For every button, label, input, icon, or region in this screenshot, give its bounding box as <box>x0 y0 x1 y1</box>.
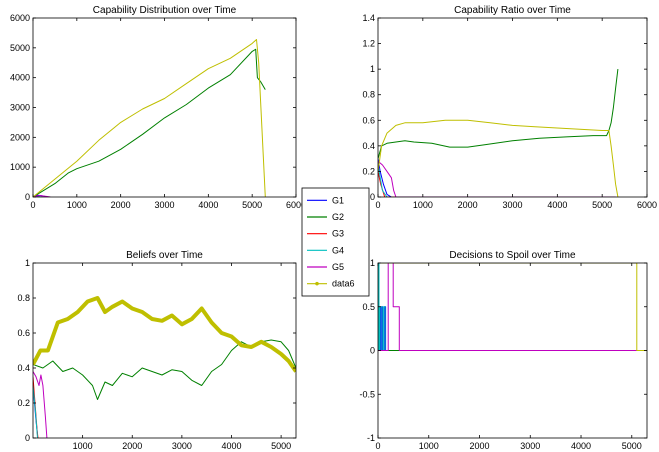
legend-label: G5 <box>332 262 344 272</box>
series-group <box>378 263 647 351</box>
series-group <box>378 69 619 197</box>
y-tick-label: 0 <box>370 346 375 356</box>
chart-title: Capability Distribution over Time <box>93 5 237 16</box>
legend-entry-g2: G2 <box>307 212 344 222</box>
series-line-g5 <box>378 263 647 351</box>
x-tick-label: 4000 <box>221 441 241 451</box>
legend-label: G4 <box>332 245 344 255</box>
series-line-g5 <box>378 160 616 197</box>
series-line-data6 <box>33 296 296 373</box>
chart-title: Beliefs over Time <box>126 250 203 261</box>
chart-beliefs: Beliefs over Time 1000 2000 3000 4000 5000 0 0.… <box>17 250 297 451</box>
y-tick-label: 0.2 <box>362 166 375 176</box>
legend-box <box>301 187 370 297</box>
series-line-g4 <box>378 164 388 197</box>
series-line-g1 <box>378 158 392 197</box>
legend-marker <box>315 281 319 286</box>
y-tick-label: 0.5 <box>362 302 375 312</box>
x-tick-label: 4000 <box>571 441 591 451</box>
y-tick-label: 1000 <box>10 162 30 172</box>
legend-entry-g1: G1 <box>307 195 344 205</box>
y-tick-label: 1 <box>370 258 375 268</box>
x-tick-label: 5000 <box>271 441 291 451</box>
series-line-data6 <box>378 119 619 197</box>
series-line-data6 <box>378 263 647 351</box>
legend-label: data6 <box>332 279 355 289</box>
series-line-g4 <box>33 385 38 438</box>
x-tick-label: 2000 <box>469 441 489 451</box>
x-tick-label: 6000 <box>286 200 306 210</box>
y-tick-label: 0.4 <box>17 363 30 373</box>
x-tick-label: 4000 <box>547 200 567 210</box>
y-tick-label: 1 <box>25 258 30 268</box>
x-tick-label: 0 <box>375 441 380 451</box>
y-tick-label: 0 <box>25 433 30 443</box>
y-tick-label: 0 <box>25 192 30 202</box>
y-tick-label: 0.8 <box>17 293 30 303</box>
series-line-g5 <box>33 371 48 438</box>
series-line-data6 <box>33 39 266 197</box>
y-tick-label: 0.2 <box>17 398 30 408</box>
y-tick-label: 6000 <box>10 13 30 23</box>
chart-decisions-to-spoil: Decisions to Spoil over Time 0 1000 2000 300… <box>359 250 648 451</box>
x-tick-label: 2000 <box>122 441 142 451</box>
series-line-g4 <box>378 263 388 351</box>
chart-capability-ratio: Capability Ratio over Time 0 1000 2000 3000 4… <box>362 5 657 210</box>
y-tick-label: 1.4 <box>362 13 375 23</box>
plot-area <box>378 18 647 197</box>
legend-entry-g5: G5 <box>307 262 344 272</box>
x-tick-label: 5000 <box>592 200 612 210</box>
chart-title: Capability Ratio over Time <box>454 5 571 16</box>
axes-frame <box>32 262 297 439</box>
x-tick-label: 1000 <box>419 441 439 451</box>
y-tick-label: 0.4 <box>362 141 375 151</box>
series-group <box>33 296 296 438</box>
y-tick-label: 4000 <box>10 73 30 83</box>
x-tick-label: 4000 <box>198 200 218 210</box>
legend-label: G2 <box>332 212 344 222</box>
x-tick-label: 1000 <box>73 441 93 451</box>
legend-label: G1 <box>332 195 344 205</box>
x-tick-label: 6000 <box>637 200 657 210</box>
x-tick-label: 5000 <box>242 200 262 210</box>
y-tick-label: 2000 <box>10 132 30 142</box>
y-tick-label: 5000 <box>10 43 30 53</box>
series-line-g2 <box>33 48 266 197</box>
legend-entry-g4: G4 <box>307 245 344 255</box>
x-tick-label: 3000 <box>172 441 192 451</box>
x-tick-label: 3000 <box>520 441 540 451</box>
y-tick-label: 0.8 <box>362 90 375 100</box>
legend: G1 G2 G3 G4 G5 data6 <box>301 187 370 297</box>
legend-label: G3 <box>332 229 344 239</box>
y-tick-label: 1.2 <box>362 39 375 49</box>
y-tick-label: 0.6 <box>362 115 375 125</box>
y-tick-label: 1 <box>370 64 375 74</box>
x-tick-label: 3000 <box>502 200 522 210</box>
x-tick-label: 5000 <box>622 441 642 451</box>
x-tick-label: 1000 <box>413 200 433 210</box>
plot-area <box>33 18 296 197</box>
x-tick-label: 1000 <box>67 200 87 210</box>
legend-entry-data6: data6 <box>307 279 355 289</box>
y-tick-label: 0.6 <box>17 328 30 338</box>
x-tick-label: 2000 <box>111 200 131 210</box>
series-line-g2 <box>378 69 619 159</box>
chart-capability-distribution: Capability Distribution over Time 0 1000 20… <box>10 5 306 210</box>
x-tick-label: 2000 <box>458 200 478 210</box>
x-tick-label: 3000 <box>154 200 174 210</box>
y-tick-label: 3000 <box>10 103 30 113</box>
legend-entry-g3: G3 <box>307 229 344 239</box>
plot-area <box>33 263 296 438</box>
y-tick-label: -1 <box>367 433 375 443</box>
x-tick-label: 0 <box>30 200 35 210</box>
chart-title: Decisions to Spoil over Time <box>449 250 576 261</box>
y-tick-label: -0.5 <box>359 389 375 399</box>
x-tick-label: 0 <box>375 200 380 210</box>
y-tick-label: 0 <box>370 192 375 202</box>
